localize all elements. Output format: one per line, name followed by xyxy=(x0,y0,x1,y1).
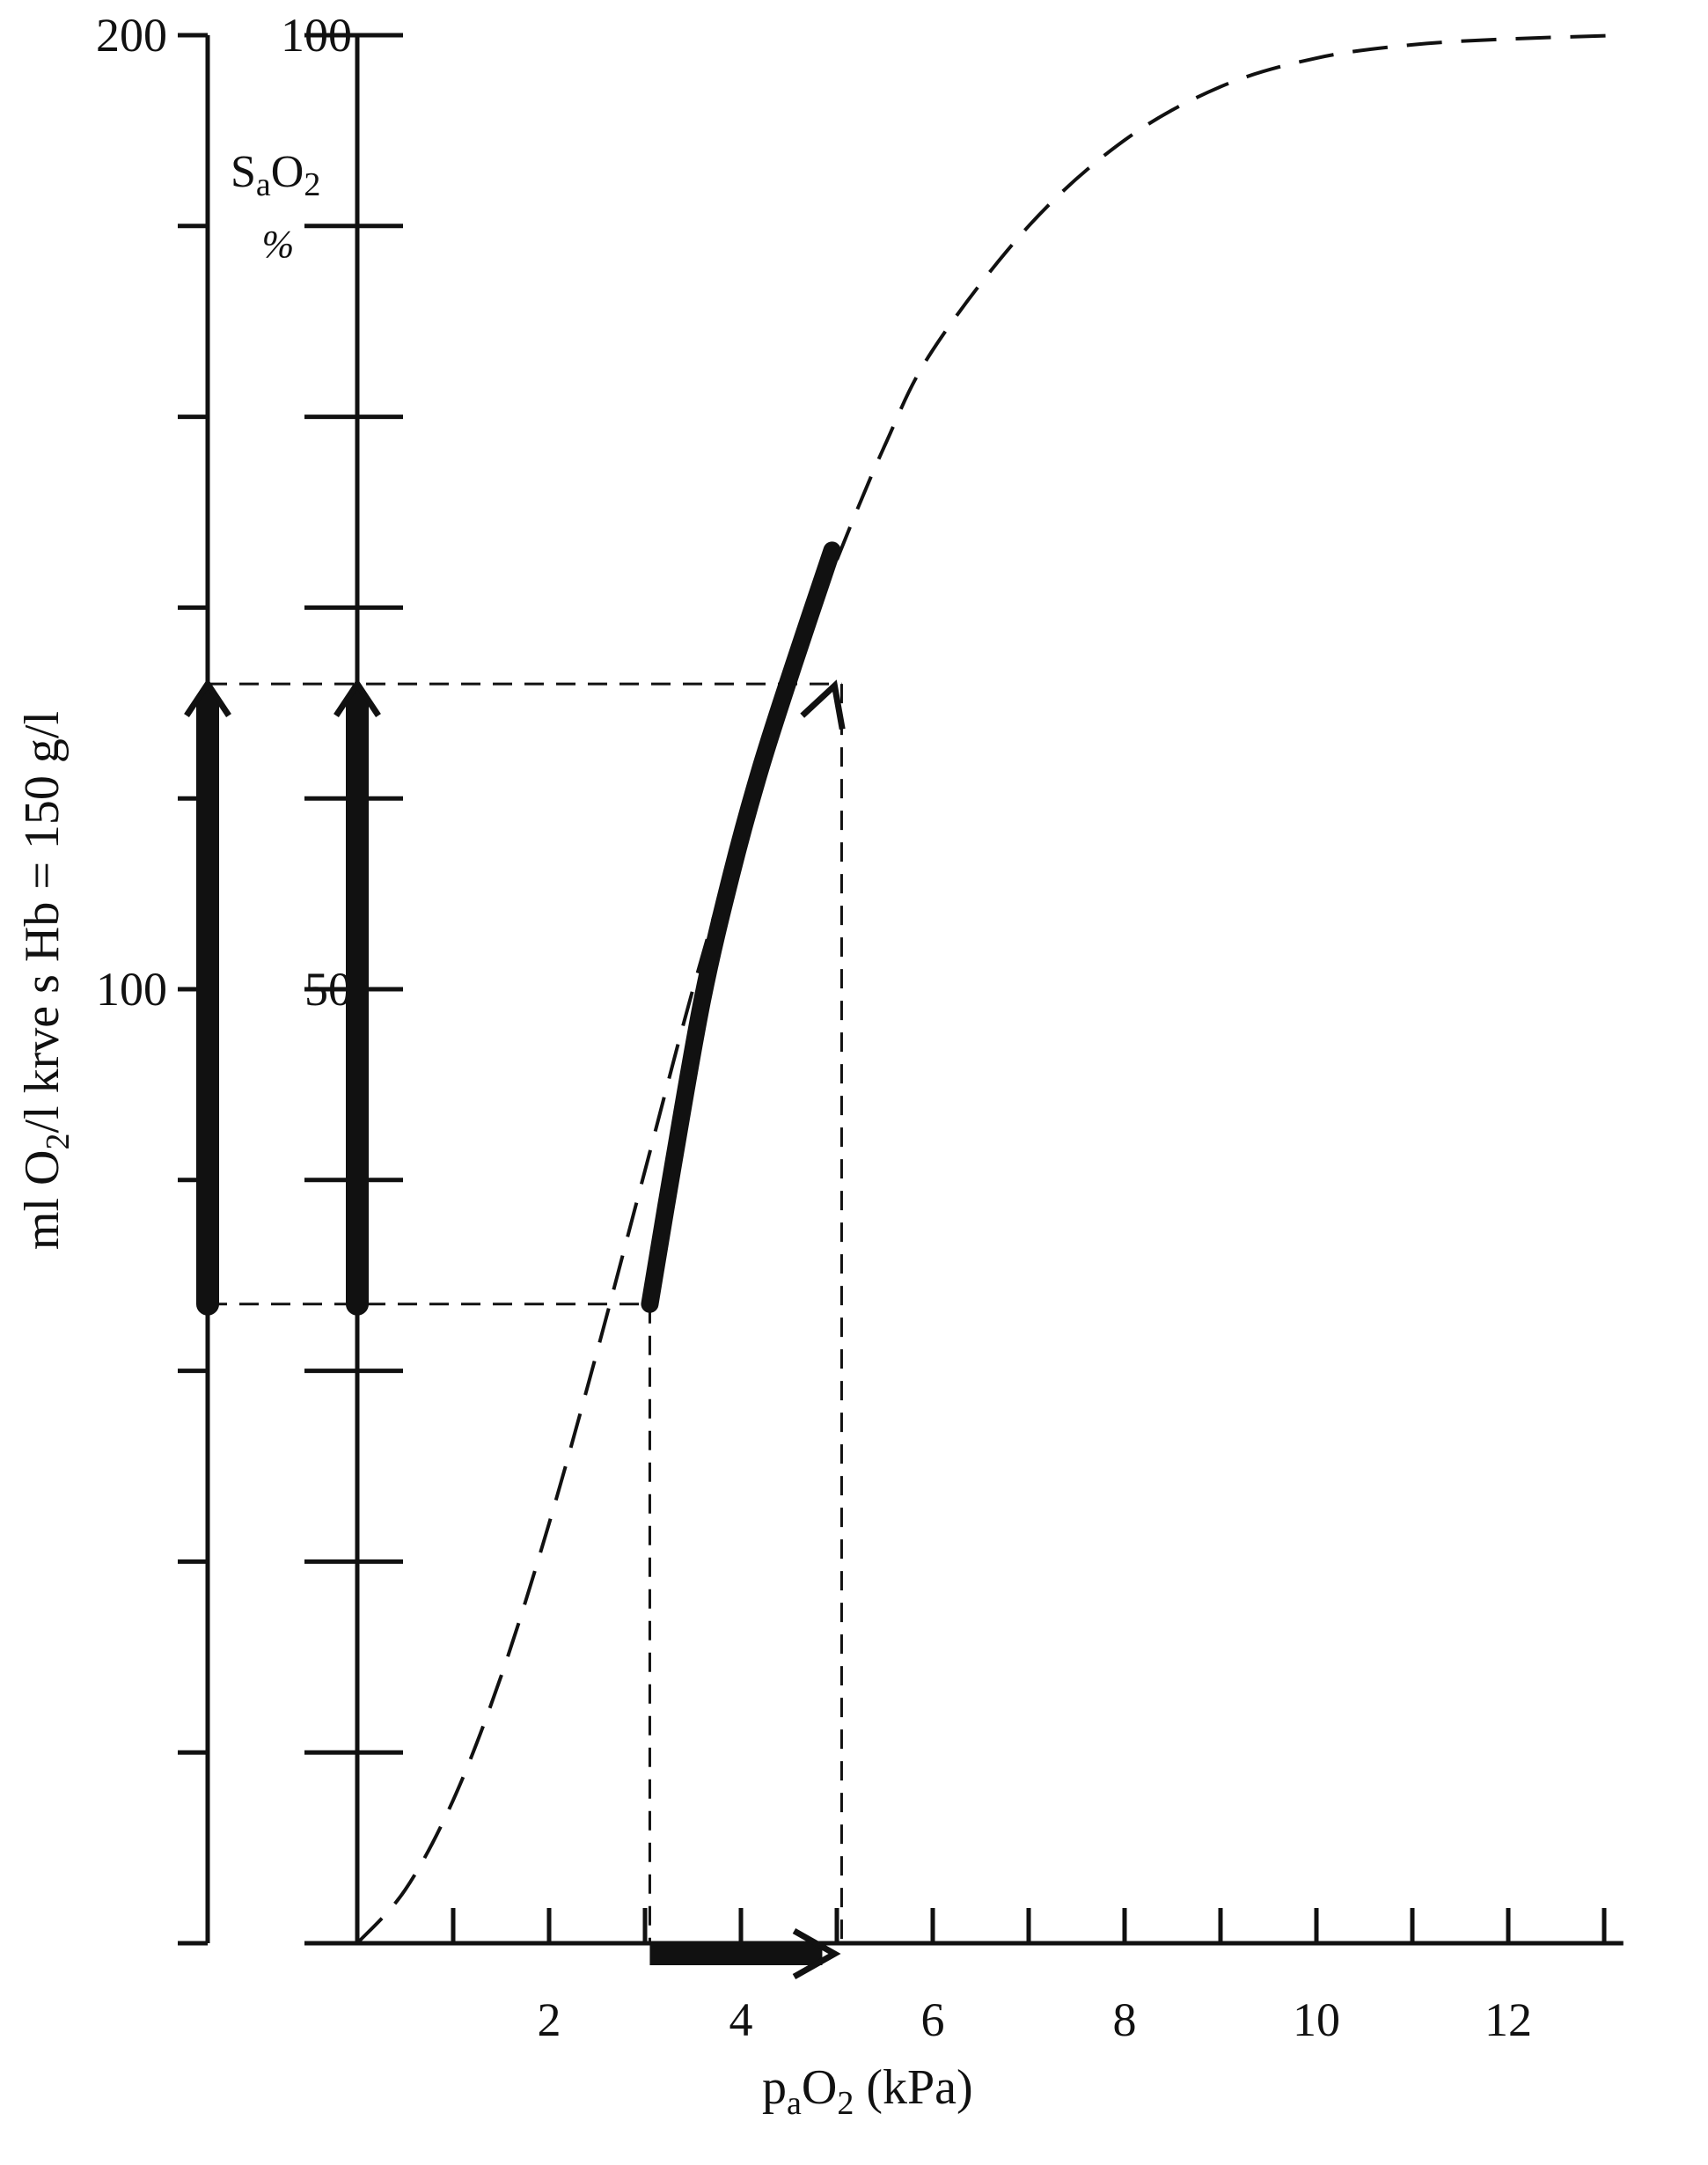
x-tick-labels: 2 4 6 8 10 12 xyxy=(538,1993,1533,2046)
x-tick-label: 2 xyxy=(538,1993,561,2046)
curves xyxy=(356,33,1624,1945)
x-axis-title: paO2 (kPa) xyxy=(762,2060,973,2122)
y-right-tick-label: 100 xyxy=(281,9,352,62)
y-right-axis-unit: % xyxy=(262,223,295,266)
curve-arrowhead xyxy=(800,679,846,730)
axis-ticks xyxy=(178,33,1607,1946)
x-tick-label: 6 xyxy=(921,1993,945,2046)
axes xyxy=(205,35,1624,1946)
x-tick-label: 10 xyxy=(1293,1993,1340,2046)
x-tick-label: 12 xyxy=(1484,1993,1532,2046)
arrows xyxy=(184,678,846,1980)
y-left-axis-title: ml O2/l krve s Hb = 150 g/l xyxy=(15,711,77,1250)
y-left-tick-label: 100 xyxy=(96,963,167,1016)
guide-lines xyxy=(208,682,843,1943)
y-right-tick-labels: 100 50 xyxy=(281,9,352,1016)
y-right-tick-label: 50 xyxy=(304,963,352,1016)
y-left-tick-label: 200 xyxy=(96,9,167,62)
y-right-arrow-head xyxy=(334,678,381,718)
x-tick-label: 4 xyxy=(729,1993,753,2046)
x-tick-label: 8 xyxy=(1113,1993,1137,2046)
y-left-tick-labels: 200 100 xyxy=(96,9,167,1016)
x-arrow-head xyxy=(792,1927,841,1980)
dissociation-curve-bold xyxy=(641,541,841,1313)
y-right-axis-title: SaO2 xyxy=(231,147,320,203)
dissociation-curve-dashed xyxy=(356,33,1624,1945)
y-left-arrow-head xyxy=(184,678,231,718)
